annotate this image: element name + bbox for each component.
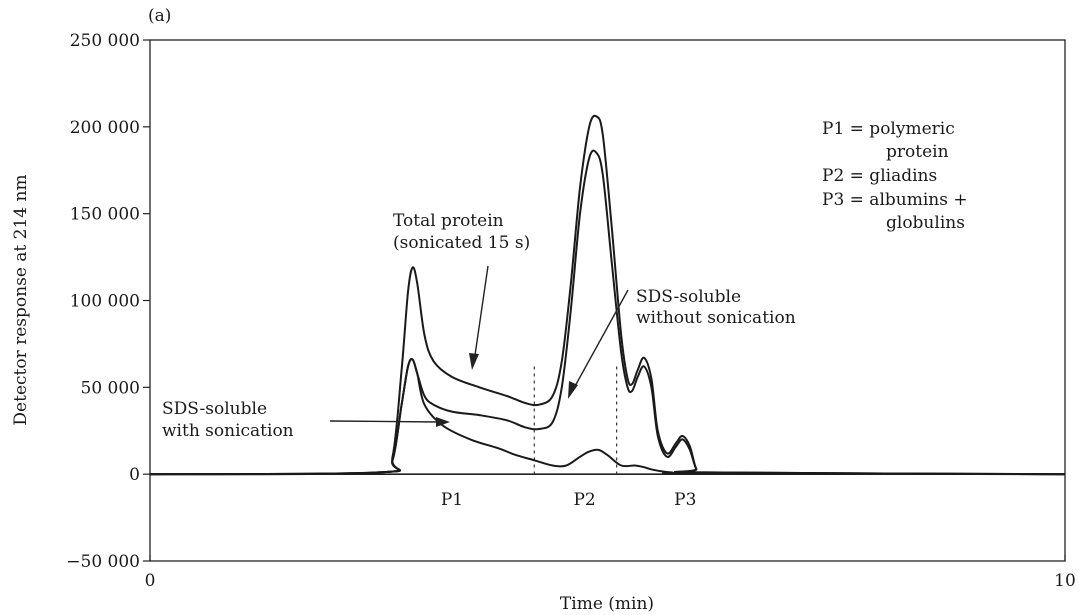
x-axis-ticks: 0 10	[145, 555, 1076, 591]
legend-line-p1: P1 = polymeric	[822, 119, 955, 139]
y-tick-label: 200 000	[70, 118, 140, 138]
y-tick-label: 50 000	[81, 378, 140, 398]
annotation-sds-without-line1: SDS-soluble	[636, 287, 741, 307]
panel-label: (a)	[148, 6, 171, 26]
legend-line-p3-cont: globulins	[886, 213, 965, 233]
series-line-total-protein-sonicated-15-s	[149, 114, 1066, 476]
annotation-sds-with-arrow	[329, 420, 441, 423]
series-layer	[149, 114, 1066, 476]
annotation-total-protein: Total protein (sonicated 15 s)	[393, 211, 530, 370]
annotation-total-protein-arrowhead	[469, 353, 479, 370]
annotation-sds-without-line2: without sonication	[636, 308, 796, 328]
annotation-sds-with: SDS-soluble with sonication	[162, 399, 450, 441]
annotation-sds-without-arrowhead	[568, 381, 578, 399]
annotation-total-protein-line1: Total protein	[393, 211, 504, 231]
annotation-sds-with-line1: SDS-soluble	[162, 399, 267, 419]
y-axis-ticks: 250 000 200 000 150 000 100 000 50 000 0 −50 0…	[66, 31, 150, 572]
peak-dividers	[533, 366, 618, 475]
legend-line-p1-cont: protein	[886, 142, 949, 162]
annotation-sds-without: SDS-soluble without sonication	[568, 287, 796, 399]
x-tick-label: 0	[145, 571, 156, 591]
series-line-sds-soluble-with-sonication	[149, 358, 1066, 476]
y-tick-label: −50 000	[66, 552, 140, 572]
peak-key-legend: P1 = polymeric protein P2 = gliadins P3 …	[822, 119, 968, 233]
x-axis-title: Time (min)	[560, 594, 654, 614]
y-axis-title: Detector response at 214 nm	[11, 174, 31, 425]
legend-line-p2: P2 = gliadins	[822, 166, 937, 186]
peak-label-p1: P1	[441, 490, 463, 510]
annotation-sds-without-arrow	[573, 289, 629, 389]
x-tick-label: 10	[1054, 571, 1076, 591]
peak-label-p2: P2	[573, 490, 595, 510]
y-tick-label: 150 000	[70, 205, 140, 225]
y-tick-label: 0	[129, 465, 140, 485]
annotation-total-protein-arrow	[473, 265, 489, 363]
annotation-total-protein-line2: (sonicated 15 s)	[393, 233, 530, 253]
annotation-sds-with-arrowhead	[436, 417, 450, 427]
peak-labels: P1 P2 P3	[441, 490, 697, 510]
y-tick-label: 250 000	[70, 31, 140, 51]
annotation-sds-with-line2: with sonication	[162, 421, 294, 441]
y-tick-label: 100 000	[70, 292, 140, 312]
peak-label-p3: P3	[674, 490, 696, 510]
legend-line-p3: P3 = albumins +	[822, 190, 968, 210]
